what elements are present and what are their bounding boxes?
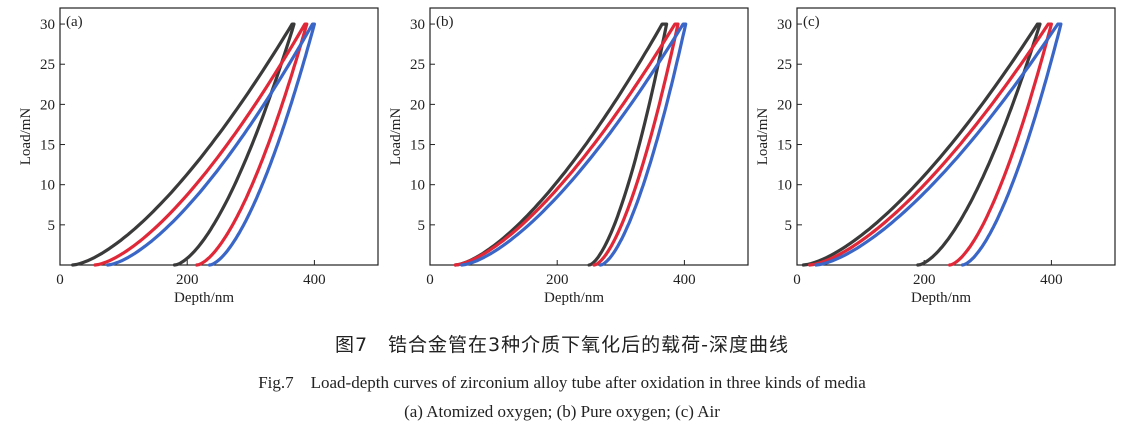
- figure-caption-english: Fig.7 Load-depth curves of zirconium all…: [258, 373, 866, 392]
- x-tick-label: 0: [56, 272, 64, 288]
- series-line: [460, 22, 688, 267]
- chart-panel: 0 200 400 5 10 15 20 25 30 Depth/nm Load/mN (b): [388, 7, 749, 306]
- panel-label: (a): [66, 14, 83, 30]
- y-tick-label: 10: [410, 178, 425, 194]
- y-tick-label: 25: [40, 57, 55, 73]
- x-tick-label: 400: [673, 272, 696, 288]
- y-tick-label: 20: [777, 97, 792, 113]
- plot-frame: [429, 7, 749, 266]
- y-tick-label: 20: [410, 97, 425, 113]
- series-line: [808, 22, 1053, 267]
- y-tick-label: 15: [777, 138, 792, 154]
- panel-label: (c): [803, 14, 820, 30]
- series-line: [453, 22, 669, 267]
- y-tick-label: 5: [785, 218, 793, 234]
- x-tick-label: 200: [546, 272, 569, 288]
- x-tick-label: 400: [1040, 272, 1063, 288]
- y-axis-label: Load/mN: [18, 108, 34, 166]
- x-tick-label: 200: [176, 272, 199, 288]
- series-line: [814, 22, 1063, 267]
- x-axis-label: Depth/nm: [911, 290, 971, 306]
- series-line: [71, 22, 296, 267]
- plot-frame: [796, 7, 1116, 266]
- figure-caption-chinese: 图7 锆合金管在3种介质下氧化后的载荷-深度曲线: [334, 334, 790, 356]
- y-tick-label: 20: [40, 97, 55, 113]
- plot-frame: [59, 7, 379, 266]
- y-tick-label: 10: [40, 178, 55, 194]
- y-axis-label: Load/mN: [755, 108, 771, 166]
- x-axis-label: Depth/nm: [174, 290, 234, 306]
- chart-panel: 0 200 400 5 10 15 20 25 30 Depth/nm Load/mN (a): [18, 7, 379, 306]
- x-tick-label: 0: [793, 272, 801, 288]
- x-tick-label: 0: [426, 272, 434, 288]
- series-line: [93, 22, 309, 267]
- y-tick-label: 25: [410, 57, 425, 73]
- series-line: [453, 22, 680, 267]
- y-tick-label: 30: [410, 17, 425, 33]
- series-line: [801, 22, 1042, 267]
- x-tick-label: 400: [303, 272, 326, 288]
- chart-panel: 0 200 400 5 10 15 20 25 30 Depth/nm Load/mN (c): [755, 7, 1116, 306]
- y-axis-label: Load/mN: [388, 108, 404, 166]
- x-axis-label: Depth/nm: [544, 290, 604, 306]
- x-tick-label: 200: [913, 272, 936, 288]
- y-tick-label: 5: [418, 218, 426, 234]
- y-tick-label: 10: [777, 178, 792, 194]
- series-line: [106, 22, 316, 267]
- y-tick-label: 25: [777, 57, 792, 73]
- y-tick-label: 30: [40, 17, 55, 33]
- y-tick-label: 30: [777, 17, 792, 33]
- y-tick-label: 15: [40, 138, 55, 154]
- panel-label: (b): [436, 14, 454, 30]
- figure-subcaption: (a) Atomized oxygen; (b) Pure oxygen; (c…: [404, 402, 720, 421]
- y-tick-label: 5: [48, 218, 56, 234]
- y-tick-label: 15: [410, 138, 425, 154]
